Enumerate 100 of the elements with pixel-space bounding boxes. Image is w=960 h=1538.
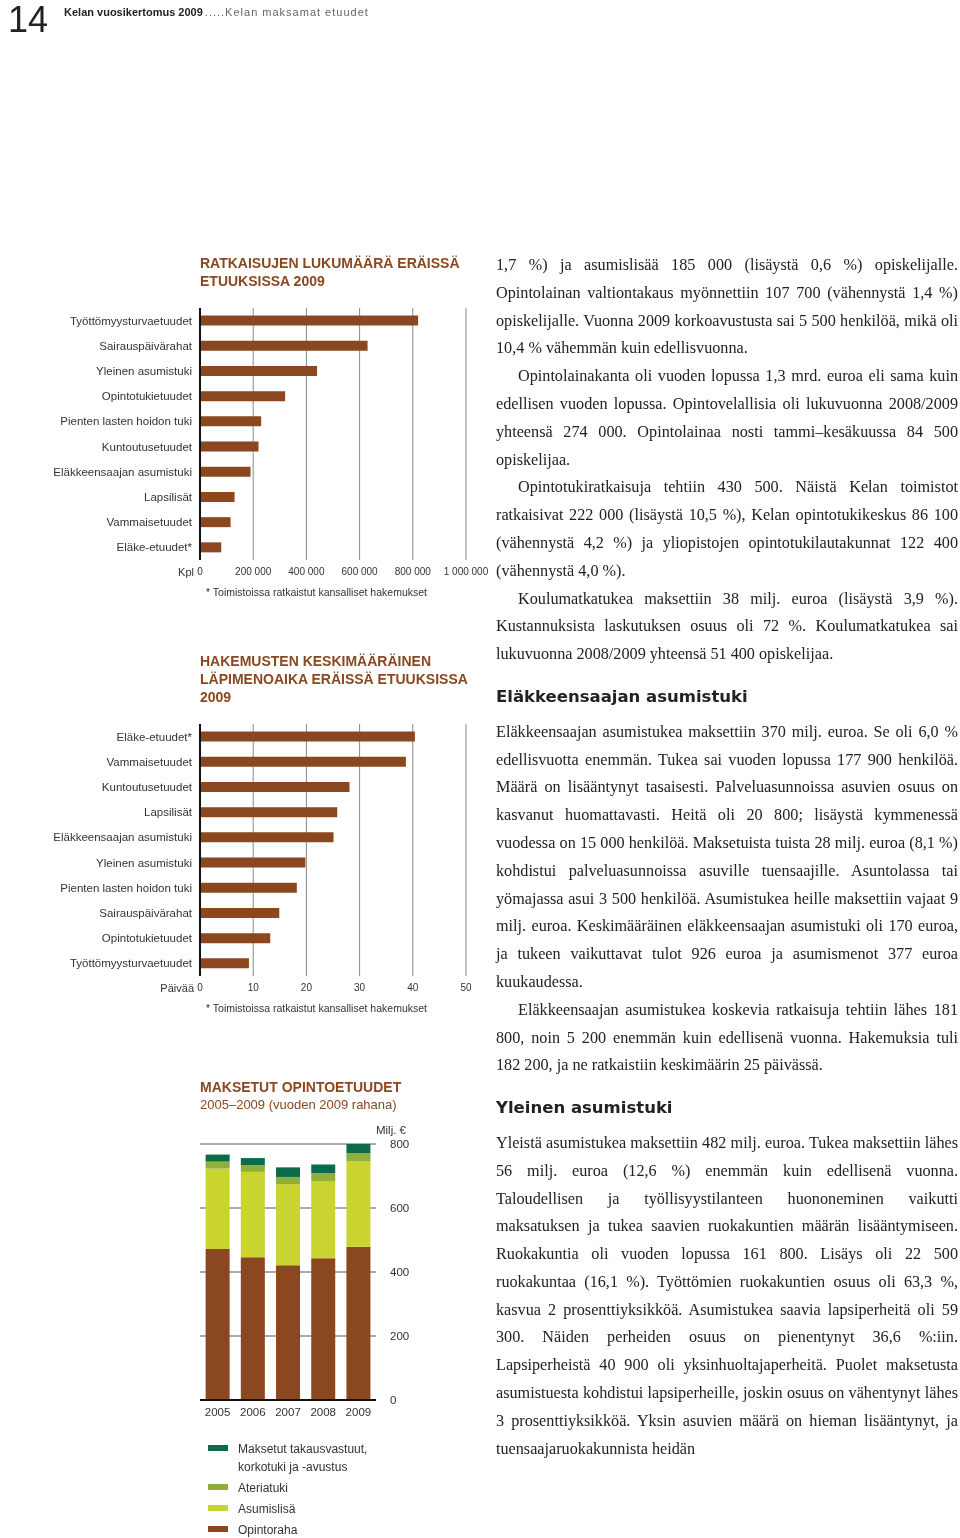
bar — [346, 1153, 371, 1162]
bar — [311, 1258, 336, 1400]
y-tick-label: Kuntoutusetuudet — [101, 440, 193, 453]
y-tick-label: Sairauspäivärahat — [99, 907, 193, 920]
legend-label: Asumislisä — [238, 1501, 297, 1518]
bar — [200, 340, 368, 351]
y-tick-label: 600 — [390, 1202, 410, 1215]
y-tick-label: Työttömyysturvaetuudet — [69, 957, 193, 970]
x-tick-label: 2009 — [345, 1406, 372, 1419]
bar — [346, 1246, 371, 1400]
bar — [200, 832, 334, 843]
bar — [276, 1167, 301, 1177]
bar — [200, 416, 262, 427]
bar — [200, 807, 338, 818]
text: 1,7 %) ja asumislisää 185 000 (lisäystä 0,6 %) opiskelijalle. Opintolainan valtiontakaus myönnettiin 107 700 (vähennystä 1,4 %) opiskelijalle. Vuonna 2009 korkoavustusta sai 5 500 henkilöä, mikä oli 10,4 % vähemmän kuin edellisvuonna. — [496, 255, 958, 360]
x-tick-label: 10 — [247, 982, 260, 994]
bar — [200, 907, 280, 918]
legend-label: Opintoraha — [238, 1522, 299, 1538]
x-tick-label: 200 000 — [235, 566, 272, 578]
bar — [200, 466, 251, 477]
text: Kelan vuosikertomus 2009 — [64, 6, 203, 18]
bar — [311, 1164, 336, 1174]
y-tick-label: Vammaisetuudet — [106, 755, 193, 768]
chart-subtitle: 2005–2009 (vuoden 2009 rahana) — [200, 1096, 398, 1114]
bar — [200, 781, 350, 792]
x-tick-label: 1 000 000 — [443, 566, 489, 578]
y-tick-label: Pienten lasten hoidon tuki — [60, 415, 192, 428]
bar — [276, 1184, 301, 1266]
text: Eläkkeensaajan asumistuki — [496, 685, 749, 708]
y-tick-label: Eläkkeensaajan asumistuki — [53, 465, 192, 478]
y-tick-label: Yleinen asumistuki — [96, 856, 192, 869]
x-tick-label: 2006 — [240, 1406, 266, 1419]
bar — [200, 857, 306, 868]
bar — [200, 391, 286, 402]
x-tick-label: 20 — [300, 982, 313, 994]
bar — [200, 517, 231, 528]
x-axis-title: Päivää — [159, 982, 194, 994]
x-tick-label: 30 — [354, 982, 366, 994]
legend-label: Maksetut takausvastuut, korkotuki ja -avustus — [238, 1441, 369, 1476]
y-tick-label: Yleinen asumistuki — [96, 365, 192, 378]
bar — [346, 1161, 371, 1247]
text: 14 — [8, 0, 49, 40]
text: Yleistä asumistukea maksettiin 482 milj. euroa. Tukea maksettiin lähes 56 milj. euroa (12,6 %) enemmän kuin edellisenä vuonna. Taloudellisen ja työllisyystilanteen huononeminen vaikutti maksatuksen ja tukea saavien ruokakuntien määrän lisääntymiseen. Ruokakuntia oli vuoden lopussa 161 800. Lisäys oli 22 500 ruokakuntaa (16,1 %). Työttömien ruokakuntien osuus oli 63,3 %, kasvua 2 prosenttiyksikköä. Asumistukea saavia lapsiperheitä oli 59 300. Näiden perheiden osuus on pienentynyt 36,6 %:iin. Lapsiperheistä 40 900 oli yksinhuoltajaperheitä. Puolet maksetusta asumistuesta kohdistui lapsiperheille, joskin osuus on vähentynyt lähes 3 prosenttiyksikköä. Yksin asuvien määrä on hieman lisääntynyt, ja tuensaajaruokakunnista heidän — [496, 1133, 958, 1458]
x-tick-label: 2008 — [310, 1406, 336, 1419]
bar — [200, 933, 271, 944]
bar — [200, 756, 406, 767]
y-tick-label: Eläke-etuudet* — [116, 730, 193, 743]
bar — [200, 365, 318, 376]
bar — [240, 1171, 265, 1258]
y-tick-label: Kuntoutusetuudet — [101, 781, 193, 794]
y-tick-label: Vammaisetuudet — [106, 516, 193, 529]
y-axis-title: Milj. € — [374, 1124, 406, 1136]
chart-title: MAKSETUT OPINTOETUUDET — [200, 1078, 403, 1096]
bar — [240, 1165, 265, 1172]
y-tick-label: Sairauspäivärahat — [99, 339, 193, 352]
bar — [200, 731, 415, 742]
bar — [200, 441, 259, 452]
y-tick-label: 0 — [390, 1394, 397, 1407]
text: Eläkkeensaajan asumistukea koskevia ratkaisuja tehtiin lähes 181 800, noin 5 200 enemmän kuin edellisenä vuonna. Hakemuksia tuli 182 200, ja ne ratkaistiin keskimäärin 25 päivässä. — [496, 999, 958, 1077]
bar — [200, 315, 419, 326]
bar — [205, 1154, 230, 1162]
y-tick-label: Lapsilisät — [144, 806, 193, 819]
y-tick-label: 400 — [390, 1266, 410, 1279]
y-tick-label: Eläkkeensaajan asumistuki — [53, 831, 192, 844]
bar — [240, 1257, 265, 1400]
bar — [240, 1158, 265, 1166]
x-tick-label: 2005 — [204, 1406, 231, 1419]
y-tick-label: Eläke-etuudet* — [116, 541, 193, 554]
y-tick-label: 200 — [390, 1330, 410, 1343]
x-tick-label: 0 — [197, 566, 204, 578]
bar — [346, 1144, 371, 1154]
y-tick-label: Opintotukietuudet — [101, 390, 193, 403]
bar — [200, 542, 222, 553]
text: Yleinen asumistuki — [496, 1097, 674, 1120]
bar — [276, 1265, 301, 1400]
y-tick-label: Lapsilisät — [144, 491, 193, 504]
text: .....Kelan maksamat etuudet — [204, 6, 369, 18]
bar — [205, 1168, 230, 1249]
text: Koulumatkatukea maksettiin 38 milj. euroa (lisäystä 3,9 %). Kustannuksista laskutuksen osuus oli 72 %. Koulumatkatukea sai lukuvuonna 2008/2009 yhteensä 51 400 opiskelijaa. — [496, 588, 958, 666]
bar — [205, 1161, 230, 1169]
text: Opintotukiratkaisuja tehtiin 430 500. Näistä Kelan toimistot ratkaisivat 222 000 (lisäystä 10,5 %), Kelan opintotukikeskus 86 100 (vähennystä 4,2 %) ja yliopistojen opintotukilautakunnat 122 400 (vähennystä 4,0 %). — [496, 477, 958, 582]
chart-title: HAKEMUSTEN KESKIMÄÄRÄINEN LÄPIMENOAIKA ERÄISSÄ ETUUKSISSA 2009 — [200, 652, 469, 706]
text: Opintolainakanta oli vuoden lopussa 1,3 mrd. euroa eli sama kuin edellisen vuoden lopussa. Opintovelallisia oli lukuvuonna 2008/2009 yhteensä 274 000. Opintolainaa nosti tammi–kesäkuussa 84 500 opiskelijaa. — [496, 366, 958, 471]
x-tick-label: 600 000 — [341, 566, 379, 578]
bar — [200, 882, 297, 893]
bar — [311, 1181, 336, 1259]
x-tick-label: 400 000 — [288, 566, 325, 578]
y-tick-label: 800 — [390, 1138, 410, 1151]
y-tick-label: Opintotukietuudet — [101, 932, 193, 945]
bar — [311, 1173, 336, 1182]
bar — [200, 491, 235, 502]
x-tick-label: 0 — [197, 982, 204, 994]
y-tick-label: Pienten lasten hoidon tuki — [60, 881, 192, 894]
x-tick-label: 800 000 — [394, 566, 432, 578]
x-tick-label: 50 — [460, 982, 472, 994]
text: Eläkkeensaajan asumistukea maksettiin 370 milj. euroa. Se oli 6,0 % edellisvuotta enemmän. Tukea sai vuoden lopussa 177 900 henkilöä. Määrä on lisääntynyt tasaisesti. Palveluasunnoissa asuvien osuus on kasvanut huomattavasti. Heitä oli 20 800; lisäystä kymmenessä vuodessa on 15 000 henkilöä. Maksetuista tuista 28 milj. euroa (8,1 %) kohdistui palveluasunnoissa asuville tuensaajille. Asuntolassa tai yömajassa asui 3 500 henkilöä. Asumistukea heille maksettiin vajaat 9 milj. euroa. Keskimääräinen eläkkeensaajan asumistuki oli 170 euroa, ja tukeen vaikuttavat tulot 926 euroa ja asumismenot 377 euroa kuukaudessa. — [496, 722, 958, 991]
text: * Toimistoissa ratkaistut kansalliset hakemukset — [206, 1002, 428, 1014]
bar — [200, 958, 249, 969]
legend-label: Ateriatuki — [238, 1480, 290, 1497]
text: * Toimistoissa ratkaistut kansalliset hakemukset — [206, 586, 428, 598]
